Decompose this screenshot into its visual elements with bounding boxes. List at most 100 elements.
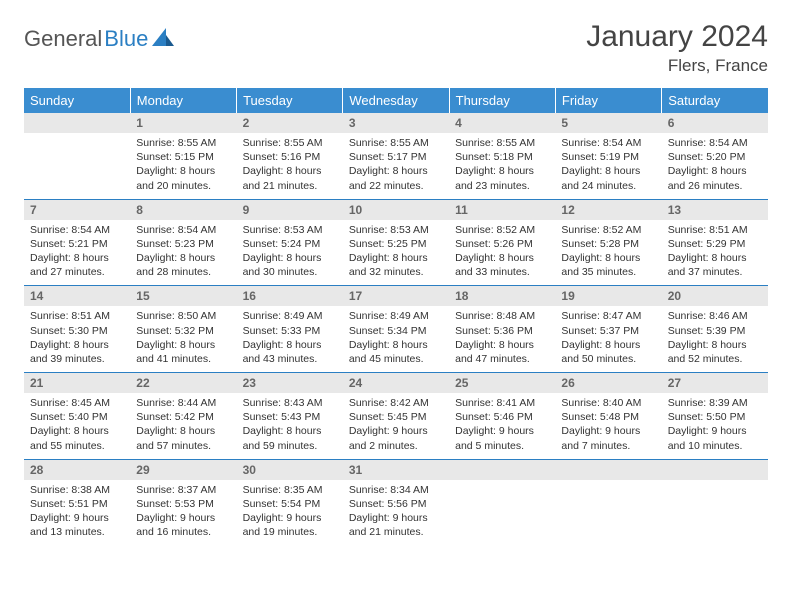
day-number: 23: [237, 373, 343, 394]
sunrise-text: Sunrise: 8:51 AM: [668, 223, 762, 237]
sunset-text: Sunset: 5:17 PM: [349, 150, 443, 164]
sunrise-text: Sunrise: 8:55 AM: [455, 136, 549, 150]
page-title: January 2024: [586, 20, 768, 54]
sunset-text: Sunset: 5:26 PM: [455, 237, 549, 251]
daylight-text: and 26 minutes.: [668, 179, 762, 193]
day-number: 15: [130, 286, 236, 307]
day-cell: Sunrise: 8:49 AMSunset: 5:34 PMDaylight:…: [343, 306, 449, 372]
content-row: Sunrise: 8:45 AMSunset: 5:40 PMDaylight:…: [24, 393, 768, 459]
sunrise-text: Sunrise: 8:43 AM: [243, 396, 337, 410]
day-cell: Sunrise: 8:49 AMSunset: 5:33 PMDaylight:…: [237, 306, 343, 372]
daylight-text: Daylight: 8 hours: [30, 338, 124, 352]
content-row: Sunrise: 8:38 AMSunset: 5:51 PMDaylight:…: [24, 480, 768, 546]
sunrise-text: Sunrise: 8:54 AM: [30, 223, 124, 237]
logo-text-2: Blue: [104, 26, 148, 52]
daylight-text: and 23 minutes.: [455, 179, 549, 193]
daylight-text: Daylight: 8 hours: [136, 251, 230, 265]
daylight-text: and 47 minutes.: [455, 352, 549, 366]
sunrise-text: Sunrise: 8:40 AM: [561, 396, 655, 410]
day-number: 20: [662, 286, 768, 307]
day-number: 9: [237, 199, 343, 220]
day-cell: Sunrise: 8:48 AMSunset: 5:36 PMDaylight:…: [449, 306, 555, 372]
sunrise-text: Sunrise: 8:39 AM: [668, 396, 762, 410]
sunset-text: Sunset: 5:23 PM: [136, 237, 230, 251]
sunset-text: Sunset: 5:50 PM: [668, 410, 762, 424]
weekday-header: Sunday: [24, 88, 130, 113]
daylight-text: Daylight: 9 hours: [349, 511, 443, 525]
day-number: 12: [555, 199, 661, 220]
day-number: 18: [449, 286, 555, 307]
daylight-text: Daylight: 8 hours: [668, 251, 762, 265]
daylight-text: Daylight: 8 hours: [349, 338, 443, 352]
day-cell: Sunrise: 8:52 AMSunset: 5:26 PMDaylight:…: [449, 220, 555, 286]
calendar-table: Sunday Monday Tuesday Wednesday Thursday…: [24, 88, 768, 545]
logo-text-1: General: [24, 26, 102, 52]
sunrise-text: Sunrise: 8:54 AM: [136, 223, 230, 237]
weekday-header: Friday: [555, 88, 661, 113]
location-label: Flers, France: [586, 56, 768, 76]
daylight-text: Daylight: 9 hours: [30, 511, 124, 525]
day-cell: Sunrise: 8:53 AMSunset: 5:24 PMDaylight:…: [237, 220, 343, 286]
sunset-text: Sunset: 5:24 PM: [243, 237, 337, 251]
daylight-text: and 21 minutes.: [243, 179, 337, 193]
sunset-text: Sunset: 5:36 PM: [455, 324, 549, 338]
daylight-text: and 37 minutes.: [668, 265, 762, 279]
day-cell: Sunrise: 8:42 AMSunset: 5:45 PMDaylight:…: [343, 393, 449, 459]
sunrise-text: Sunrise: 8:54 AM: [561, 136, 655, 150]
daylight-text: Daylight: 8 hours: [455, 338, 549, 352]
daylight-text: and 33 minutes.: [455, 265, 549, 279]
daylight-text: and 7 minutes.: [561, 439, 655, 453]
sunrise-text: Sunrise: 8:48 AM: [455, 309, 549, 323]
day-cell: Sunrise: 8:54 AMSunset: 5:21 PMDaylight:…: [24, 220, 130, 286]
daylight-text: Daylight: 8 hours: [455, 251, 549, 265]
day-number: 8: [130, 199, 236, 220]
daynum-row: 78910111213: [24, 199, 768, 220]
day-number: 6: [662, 113, 768, 133]
content-row: Sunrise: 8:51 AMSunset: 5:30 PMDaylight:…: [24, 306, 768, 372]
sunrise-text: Sunrise: 8:35 AM: [243, 483, 337, 497]
logo: General Blue: [24, 26, 174, 52]
day-cell: Sunrise: 8:41 AMSunset: 5:46 PMDaylight:…: [449, 393, 555, 459]
sunset-text: Sunset: 5:34 PM: [349, 324, 443, 338]
daylight-text: and 55 minutes.: [30, 439, 124, 453]
day-number: 26: [555, 373, 661, 394]
daylight-text: and 22 minutes.: [349, 179, 443, 193]
day-cell: [555, 480, 661, 546]
day-cell: Sunrise: 8:38 AMSunset: 5:51 PMDaylight:…: [24, 480, 130, 546]
day-cell: [662, 480, 768, 546]
sunset-text: Sunset: 5:37 PM: [561, 324, 655, 338]
sunset-text: Sunset: 5:42 PM: [136, 410, 230, 424]
daylight-text: Daylight: 8 hours: [136, 338, 230, 352]
day-number: 2: [237, 113, 343, 133]
day-cell: Sunrise: 8:51 AMSunset: 5:30 PMDaylight:…: [24, 306, 130, 372]
sunrise-text: Sunrise: 8:52 AM: [455, 223, 549, 237]
content-row: Sunrise: 8:54 AMSunset: 5:21 PMDaylight:…: [24, 220, 768, 286]
sunset-text: Sunset: 5:19 PM: [561, 150, 655, 164]
daylight-text: and 50 minutes.: [561, 352, 655, 366]
weekday-header: Tuesday: [237, 88, 343, 113]
day-cell: Sunrise: 8:55 AMSunset: 5:18 PMDaylight:…: [449, 133, 555, 199]
day-number: [449, 459, 555, 480]
sunset-text: Sunset: 5:56 PM: [349, 497, 443, 511]
sunset-text: Sunset: 5:46 PM: [455, 410, 549, 424]
sunset-text: Sunset: 5:32 PM: [136, 324, 230, 338]
daylight-text: and 19 minutes.: [243, 525, 337, 539]
day-cell: Sunrise: 8:54 AMSunset: 5:23 PMDaylight:…: [130, 220, 236, 286]
sunset-text: Sunset: 5:39 PM: [668, 324, 762, 338]
day-number: 30: [237, 459, 343, 480]
sunset-text: Sunset: 5:45 PM: [349, 410, 443, 424]
daylight-text: and 10 minutes.: [668, 439, 762, 453]
daylight-text: and 20 minutes.: [136, 179, 230, 193]
daylight-text: Daylight: 8 hours: [561, 164, 655, 178]
day-number: 31: [343, 459, 449, 480]
sunset-text: Sunset: 5:29 PM: [668, 237, 762, 251]
sunset-text: Sunset: 5:28 PM: [561, 237, 655, 251]
day-number: [555, 459, 661, 480]
sunset-text: Sunset: 5:40 PM: [30, 410, 124, 424]
daylight-text: Daylight: 8 hours: [30, 424, 124, 438]
day-cell: Sunrise: 8:55 AMSunset: 5:15 PMDaylight:…: [130, 133, 236, 199]
daylight-text: Daylight: 8 hours: [30, 251, 124, 265]
day-number: 10: [343, 199, 449, 220]
sunrise-text: Sunrise: 8:55 AM: [349, 136, 443, 150]
daylight-text: and 52 minutes.: [668, 352, 762, 366]
